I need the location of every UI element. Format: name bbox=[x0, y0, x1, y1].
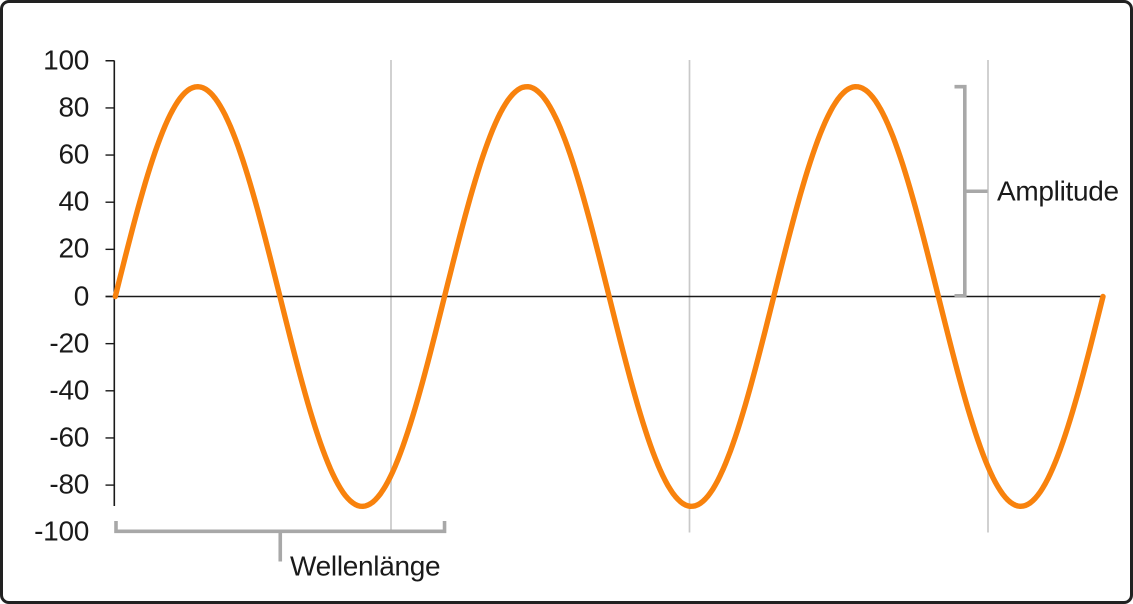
y-axis-label: -60 bbox=[49, 421, 89, 453]
y-axis-label: 0 bbox=[73, 279, 90, 311]
amplitude-label: Amplitude bbox=[997, 175, 1119, 207]
chart-canvas bbox=[105, 60, 1106, 562]
wavelength-bracket bbox=[114, 521, 447, 562]
wavelength-label: Wellenlänge bbox=[290, 550, 441, 582]
y-axis-label: -80 bbox=[49, 468, 89, 500]
y-axis-label: 100 bbox=[43, 44, 89, 76]
y-axis-label: 60 bbox=[58, 138, 89, 170]
amplitude-bracket bbox=[954, 84, 988, 298]
y-axis-label: 20 bbox=[58, 232, 89, 264]
y-axis-label: -100 bbox=[34, 515, 89, 547]
y-axis-label: 40 bbox=[58, 185, 89, 217]
y-axis-label: -20 bbox=[49, 327, 89, 359]
y-axis-label: 80 bbox=[58, 91, 89, 123]
y-axis-label: -40 bbox=[49, 374, 89, 406]
sine-curve bbox=[112, 84, 1106, 509]
